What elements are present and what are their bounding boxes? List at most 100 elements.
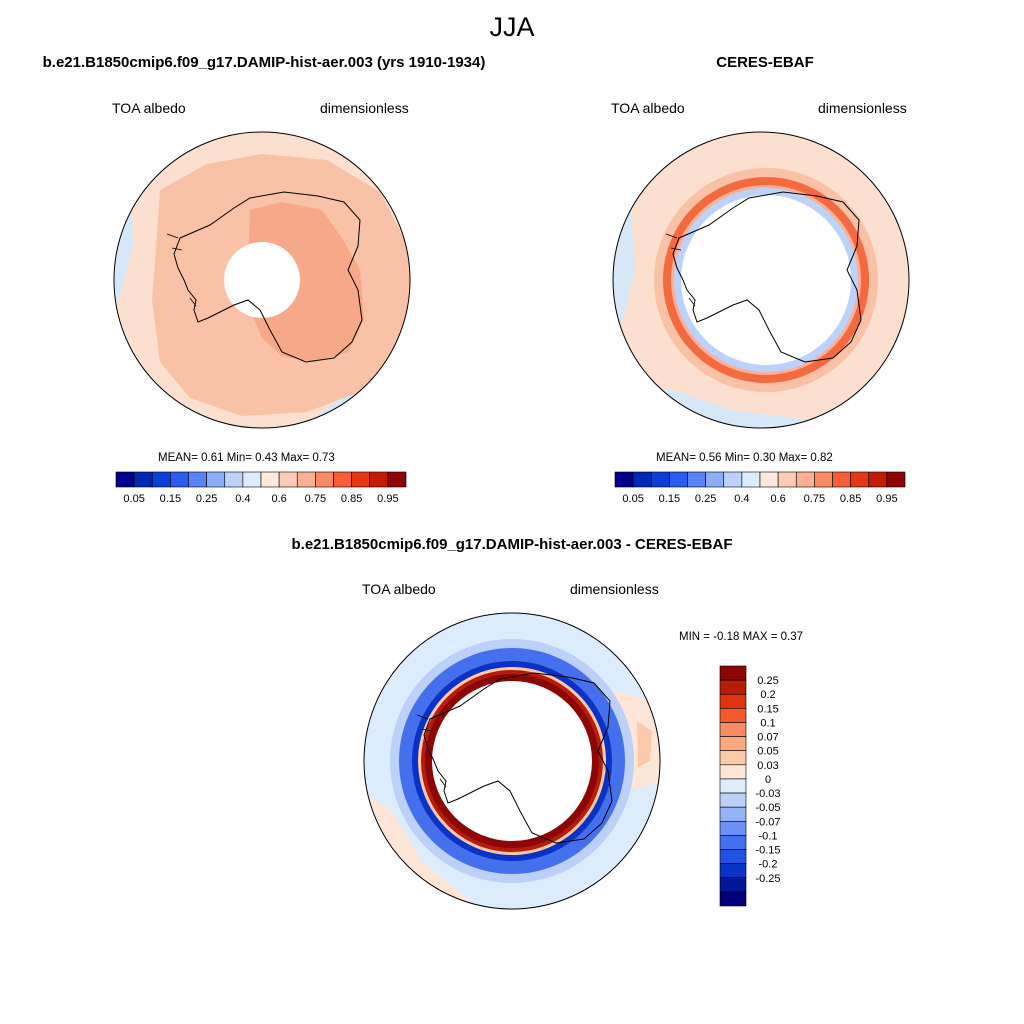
diff-panel-title: b.e21.B1850cmip6.f09_g17.DAMIP-hist-aer.… xyxy=(291,536,733,553)
diff-colorbar-box xyxy=(719,764,747,780)
model-colorbar-box xyxy=(151,471,171,488)
model-panel-title: b.e21.B1850cmip6.f09_g17.DAMIP-hist-aer.… xyxy=(42,54,486,71)
model-colorbar-label: 0.95 xyxy=(377,493,398,505)
diff-colorbar-box xyxy=(719,778,747,794)
model-colorbar-label: 0.4 xyxy=(235,493,250,505)
page-title: JJA xyxy=(489,12,535,42)
diff-colorbar-label: -0.15 xyxy=(755,845,780,857)
diff-colorbar-label: 0.05 xyxy=(757,746,778,758)
model-colorbar-label: 0.05 xyxy=(123,493,144,505)
model-units-label: dimensionless xyxy=(320,100,409,116)
obs-colorbar-box xyxy=(795,471,815,488)
obs-colorbar-label: 0.25 xyxy=(695,493,716,505)
obs-colorbar-label: 0.85 xyxy=(840,493,861,505)
obs-colorbar-box xyxy=(850,471,870,488)
obs-colorbar-box xyxy=(832,471,851,488)
diff-map xyxy=(363,612,661,910)
diff-map-border xyxy=(363,612,661,910)
diff-colorbar-box xyxy=(719,708,747,723)
model-colorbar-box xyxy=(170,471,189,488)
diff-colorbar-box xyxy=(719,849,747,864)
diff-colorbar-label: 0.03 xyxy=(757,760,778,772)
diff-antarctica-coastline xyxy=(423,672,613,844)
diff-colorbar-box xyxy=(719,835,747,850)
diff-colorbar-label: -0.05 xyxy=(755,802,780,814)
model-polar-hole xyxy=(224,242,300,318)
model-colorbar-box xyxy=(260,471,280,488)
obs-colorbar-box xyxy=(814,471,833,488)
diff-colorbar-box xyxy=(719,891,747,907)
diff-colorbar-label: -0.25 xyxy=(755,873,780,885)
obs-colorbar-box xyxy=(741,471,761,488)
diff-units-label: dimensionless xyxy=(570,581,659,597)
diff-colorbar-label: 0.15 xyxy=(757,703,778,715)
diff-min-max: MIN = -0.18 MAX = 0.37 xyxy=(679,631,804,643)
model-colorbar-label: 0.6 xyxy=(271,493,286,505)
model-colorbar-box xyxy=(188,471,207,488)
diff-colorbar-label: 0.07 xyxy=(757,732,778,744)
diff-colorbar-label: 0.1 xyxy=(760,717,775,729)
obs-polar-hole xyxy=(681,195,851,365)
model-variable-label: TOA albedo xyxy=(112,100,186,116)
obs-colorbar-label: 0.75 xyxy=(804,493,825,505)
diff-peninsula-coast xyxy=(416,714,447,788)
diff-colorbar-box xyxy=(719,736,747,752)
obs-units-label: dimensionless xyxy=(818,100,907,116)
obs-colorbar-box xyxy=(687,471,706,488)
diff-colorbar-label: -0.2 xyxy=(759,859,778,871)
diff-colorbar-box xyxy=(719,693,747,709)
diff-colorbar-label: -0.1 xyxy=(759,830,778,842)
model-colorbar-box xyxy=(387,471,407,488)
obs-colorbar-label: 0.95 xyxy=(876,493,897,505)
obs-colorbar-box xyxy=(886,471,906,488)
diff-variable-label: TOA albedo xyxy=(362,581,436,597)
diff-colorbar-box xyxy=(719,750,747,766)
model-colorbar-box xyxy=(242,471,262,488)
obs-map xyxy=(612,131,910,429)
model-map xyxy=(113,131,411,429)
model-colorbar-box xyxy=(133,471,153,488)
obs-colorbar-box xyxy=(614,471,634,488)
obs-colorbar-box xyxy=(723,471,743,488)
obs-colorbar-box xyxy=(759,471,779,488)
diff-colorbar: 0.25 0.2 0.15 0.1 0.07 0.05 0.03 0 -0.03 -0.05 -0.… xyxy=(719,665,781,907)
obs-colorbar-label: 0.05 xyxy=(622,493,643,505)
diff-colorbar-label: 0 xyxy=(765,774,771,786)
diff-colorbar-box xyxy=(719,806,747,822)
model-colorbar-box xyxy=(333,471,352,488)
model-map-border xyxy=(113,131,411,429)
obs-peninsula-coast xyxy=(665,233,696,307)
model-antarctica-high-albedo xyxy=(247,202,364,362)
model-stats: MEAN= 0.61 Min= 0.43 Max= 0.73 xyxy=(158,452,335,464)
diff-polar-hole xyxy=(432,681,592,841)
obs-colorbar-box xyxy=(650,471,670,488)
model-colorbar-box xyxy=(224,471,244,488)
model-colorbar-label: 0.15 xyxy=(160,493,181,505)
diff-colorbar-label: 0.25 xyxy=(757,675,778,687)
obs-stats: MEAN= 0.56 Min= 0.30 Max= 0.82 xyxy=(656,452,833,464)
model-colorbar-box xyxy=(369,471,389,488)
diff-colorbar-box xyxy=(719,792,747,808)
obs-panel-title: CERES-EBAF xyxy=(716,54,814,71)
model-colorbar-box xyxy=(278,471,298,488)
obs-colorbar-box xyxy=(868,471,888,488)
model-peninsula-coast xyxy=(166,233,197,307)
model-colorbar-box xyxy=(206,471,226,488)
model-colorbar-box xyxy=(115,471,135,488)
diff-colorbar-box xyxy=(719,877,747,893)
model-colorbar-label: 0.25 xyxy=(196,493,217,505)
model-colorbar-box xyxy=(315,471,334,488)
model-antarctica-coastline xyxy=(173,191,363,363)
model-colorbar-label: 0.85 xyxy=(341,493,362,505)
diff-colorbar-box xyxy=(719,863,747,879)
obs-colorbar-label: 0.4 xyxy=(734,493,749,505)
obs-colorbar-box xyxy=(777,471,797,488)
obs-colorbar-label: 0.6 xyxy=(770,493,785,505)
model-colorbar: 0.05 0.15 0.25 0.4 0.6 0.75 0.85 0.95 xyxy=(115,471,407,505)
diff-colorbar-box xyxy=(719,820,747,836)
obs-antarctica-coastline xyxy=(672,191,862,363)
diff-colorbar-label: -0.07 xyxy=(755,816,780,828)
obs-colorbar: 0.05 0.15 0.25 0.4 0.6 0.75 0.85 0.95 xyxy=(614,471,906,505)
obs-variable-label: TOA albedo xyxy=(611,100,685,116)
diff-colorbar-box xyxy=(719,665,747,681)
